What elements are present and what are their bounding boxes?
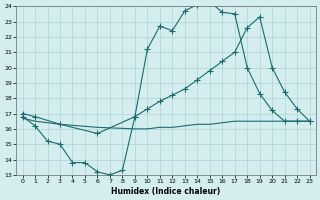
X-axis label: Humidex (Indice chaleur): Humidex (Indice chaleur) [111, 187, 221, 196]
